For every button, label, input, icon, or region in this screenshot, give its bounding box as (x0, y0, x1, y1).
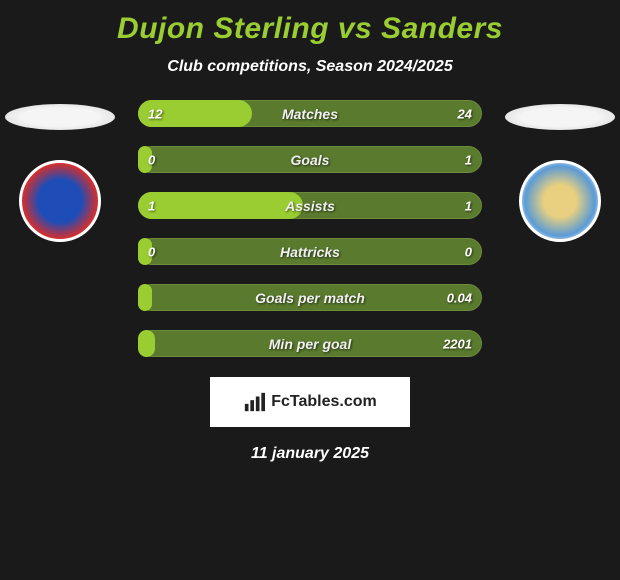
page-title: Dujon Sterling vs Sanders (117, 12, 503, 46)
right-player-ellipse (505, 104, 615, 130)
stat-value-left: 0 (148, 244, 155, 259)
stat-label: Goals (291, 152, 330, 168)
stat-row: 0 Hattricks 0 (138, 238, 482, 265)
stat-value-right: 1 (465, 152, 472, 167)
date-label: 11 january 2025 (251, 445, 369, 463)
right-team-crest (519, 160, 601, 242)
stat-value-left: 12 (148, 106, 162, 121)
stat-row: 1 Assists 1 (138, 192, 482, 219)
stat-value-right: 1 (465, 198, 472, 213)
stat-bar-fill (138, 192, 303, 219)
left-team-crest (19, 160, 101, 242)
right-side-column (500, 100, 620, 357)
stat-value-right: 24 (458, 106, 472, 121)
stat-row: 0 Goals 1 (138, 146, 482, 173)
chart-area: 12 Matches 24 0 Goals 1 1 Assists 1 0 Hattricks 0 Go… (0, 100, 620, 357)
stat-row: Min per goal 2201 (138, 330, 482, 357)
stat-label: Hattricks (280, 244, 340, 260)
left-side-column (0, 100, 120, 357)
bar-chart-icon (243, 391, 265, 413)
stat-bar-fill (138, 284, 152, 311)
stat-label: Goals per match (255, 290, 365, 306)
infographic-container: Dujon Sterling vs Sanders Club competiti… (0, 0, 620, 580)
stat-value-right: 0 (465, 244, 472, 259)
left-player-ellipse (5, 104, 115, 130)
stat-label: Min per goal (269, 336, 351, 352)
stat-label: Matches (282, 106, 338, 122)
page-subtitle: Club competitions, Season 2024/2025 (167, 58, 452, 76)
stat-label: Assists (285, 198, 335, 214)
branding-text: FcTables.com (271, 393, 377, 411)
stat-value-right: 0.04 (447, 290, 472, 305)
stat-value-right: 2201 (443, 336, 472, 351)
stat-value-left: 0 (148, 152, 155, 167)
stat-bar-fill (138, 330, 155, 357)
stat-row: 12 Matches 24 (138, 100, 482, 127)
stat-row: Goals per match 0.04 (138, 284, 482, 311)
stat-value-left: 1 (148, 198, 155, 213)
branding-badge: FcTables.com (210, 377, 410, 427)
stats-bars-column: 12 Matches 24 0 Goals 1 1 Assists 1 0 Hattricks 0 Go… (120, 100, 500, 357)
